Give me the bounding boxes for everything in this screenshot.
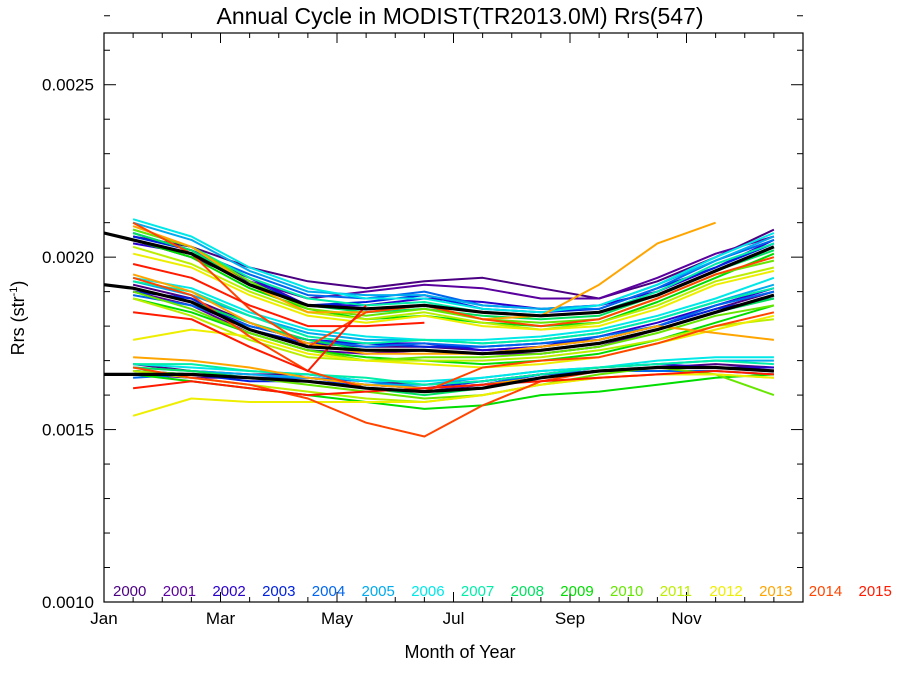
series-line-2000 — [132, 228, 775, 300]
y-tick-label: 0.0010 — [42, 593, 94, 612]
series-line-2011 — [132, 245, 775, 331]
legend-entry-2010: 2010 — [610, 583, 643, 600]
series-line-2004 — [132, 290, 775, 348]
y-tick-label: 0.0025 — [42, 76, 94, 95]
climatology-line — [103, 231, 775, 318]
axis-ticks — [103, 15, 804, 603]
series-line-2007 — [133, 359, 774, 386]
y-axis-label-close: ) — [8, 281, 28, 287]
legend-entry-2014: 2014 — [809, 583, 842, 600]
series-line-2012 — [132, 252, 775, 331]
legend-entry-2001: 2001 — [163, 583, 196, 600]
x-tick-label: Sep — [555, 609, 585, 628]
climatology-line — [104, 365, 774, 394]
series-line-2009 — [132, 238, 775, 328]
series-line-2015 — [132, 370, 774, 397]
legend-entry-2009: 2009 — [560, 583, 593, 600]
legend-entry-2006: 2006 — [411, 583, 444, 600]
y-tick-labels: 0.0010 0.0015 0.0020 0.0025 — [42, 76, 94, 612]
climatology-lines — [103, 231, 775, 394]
legend-entry-2011: 2011 — [660, 583, 692, 600]
y-axis-label: Rrs (str-1) — [8, 281, 28, 356]
x-axis-label: Month of Year — [404, 642, 515, 662]
y-tick-label: 0.0015 — [42, 421, 94, 440]
x-tick-label: Jan — [90, 609, 117, 628]
y-tick-label: 0.0020 — [42, 248, 94, 267]
x-tick-label: May — [321, 609, 354, 628]
legend-entry-2008: 2008 — [511, 583, 544, 600]
series-lines — [132, 218, 775, 438]
chart-title: Annual Cycle in MODIST(TR2013.0M) Rrs(54… — [217, 3, 704, 29]
series-line-2015 — [132, 263, 425, 328]
legend-entry-2007: 2007 — [461, 583, 494, 600]
series-line-2007 — [132, 228, 775, 317]
x-tick-label: Jul — [443, 609, 465, 628]
legend-entry-2005: 2005 — [362, 583, 395, 600]
series-line-2014 — [132, 276, 775, 393]
x-tick-label: Mar — [206, 609, 236, 628]
x-tick-labels: Jan Mar May Jul Sep Nov — [90, 609, 702, 628]
climatology-line — [103, 283, 775, 356]
legend-entry-2015: 2015 — [859, 583, 892, 600]
legend-entry-2013: 2013 — [759, 583, 792, 600]
y-axis-label-sup: -1 — [8, 287, 20, 297]
y-axis-label-main: Rrs (str — [8, 296, 28, 355]
plot-area: 2000 2001 2002 2003 2004 2005 2006 2007 2008 2009… — [103, 15, 892, 603]
series-line-2006 — [132, 218, 775, 314]
legend-entry-2003: 2003 — [262, 583, 295, 600]
legend-entry-2000: 2000 — [113, 583, 146, 600]
legend-entry-2004: 2004 — [312, 583, 345, 600]
series-line-2006 — [132, 276, 775, 341]
series-line-2007 — [132, 280, 775, 345]
legend: 2000 2001 2002 2003 2004 2005 2006 2007 2008 2009… — [113, 583, 892, 600]
legend-entry-2012: 2012 — [709, 583, 742, 600]
legend-entry-2002: 2002 — [212, 583, 245, 600]
series-line-2004 — [132, 232, 775, 310]
x-tick-label: Nov — [671, 609, 702, 628]
